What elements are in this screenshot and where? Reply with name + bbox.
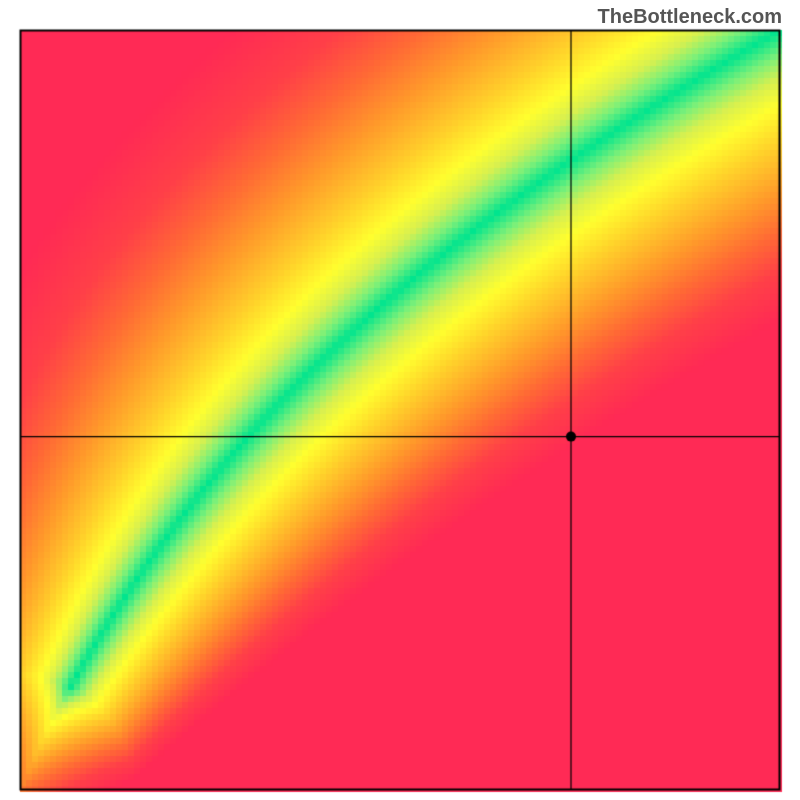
attribution-label: TheBottleneck.com (598, 6, 782, 29)
bottleneck-heatmap-canvas (0, 0, 800, 800)
chart-container: TheBottleneck.com (0, 0, 800, 800)
